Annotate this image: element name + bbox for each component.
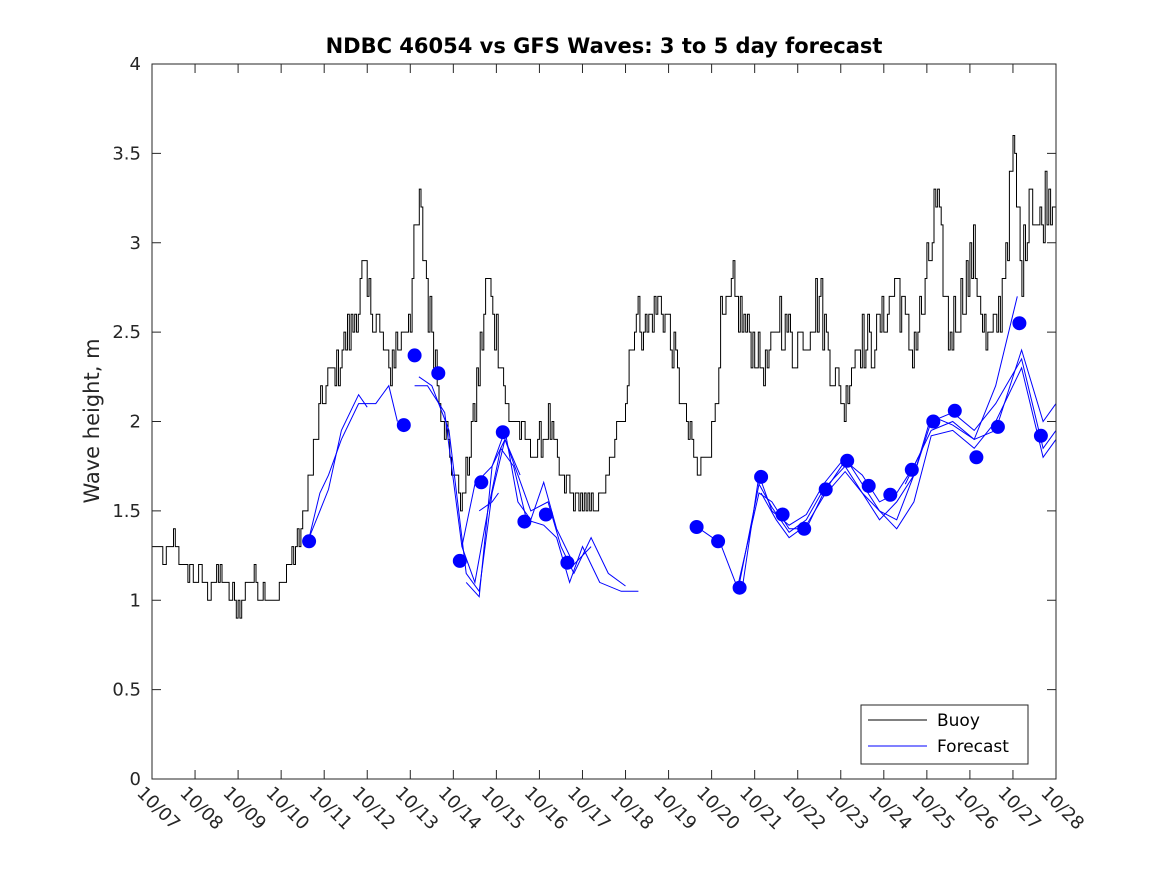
x-tick-label: 10/24	[864, 783, 916, 835]
legend: Buoy Forecast	[860, 704, 1029, 765]
forecast-marker	[947, 403, 962, 418]
forecast-marker	[396, 418, 411, 433]
y-axis: 0 0.5 1 1.5 2 2.5 3 3.5 4	[112, 54, 1056, 790]
forecast-line	[306, 393, 368, 544]
forecast-marker	[1012, 316, 1027, 331]
forecast-line	[414, 385, 639, 592]
x-tick-label: 10/22	[778, 783, 830, 835]
x-tick-label: 10/20	[692, 783, 744, 835]
forecast-series	[306, 296, 1057, 598]
legend-forecast-label: Forecast	[937, 737, 1009, 757]
x-tick-label: 10/11	[305, 783, 357, 835]
y-axis-label: Wave height, m	[80, 338, 104, 503]
forecast-marker	[904, 462, 919, 477]
forecast-line	[694, 348, 1057, 590]
x-tick-label: 10/28	[1036, 783, 1088, 835]
x-tick-label: 10/27	[993, 783, 1045, 835]
forecast-marker	[883, 487, 898, 502]
legend-box	[860, 704, 1029, 765]
forecast-marker	[861, 478, 876, 493]
buoy-series	[152, 135, 1057, 619]
x-tick-label: 10/21	[735, 783, 787, 835]
x-tick-label: 10/12	[348, 783, 400, 835]
forecast-line	[478, 492, 499, 512]
forecast-marker	[431, 366, 446, 381]
forecast-marker	[711, 534, 726, 549]
y-tick-label: 4	[130, 54, 141, 75]
forecast-marker	[302, 534, 317, 549]
x-tick-label: 10/19	[649, 783, 701, 835]
forecast-marker	[689, 520, 704, 534]
y-tick-label: 0	[130, 769, 141, 790]
forecast-line	[306, 384, 398, 547]
x-tick-label: 10/09	[219, 783, 271, 835]
forecast-marker	[775, 507, 790, 522]
y-tick-label: 3	[130, 233, 141, 254]
y-tick-label: 2.5	[112, 322, 141, 343]
x-tick-label: 10/15	[477, 783, 529, 835]
legend-buoy-label: Buoy	[937, 711, 980, 731]
forecast-markers	[302, 316, 1048, 595]
x-tick-label: 10/17	[563, 783, 615, 835]
forecast-marker	[495, 425, 510, 440]
forecast-marker	[474, 475, 489, 490]
x-tick-label: 10/08	[176, 783, 228, 835]
plot-area-frame	[151, 63, 1057, 780]
forecast-line	[741, 296, 1018, 592]
forecast-marker	[560, 555, 575, 570]
x-tick-label: 10/13	[391, 783, 443, 835]
x-tick-label: 10/18	[606, 783, 658, 835]
y-tick-label: 3.5	[112, 143, 141, 164]
x-tick-label: 10/07	[132, 783, 184, 835]
y-tick-label: 1	[130, 590, 141, 611]
forecast-line	[739, 357, 1057, 583]
x-tick-label: 10/14	[434, 783, 486, 835]
forecast-line	[465, 428, 592, 598]
forecast-line	[760, 366, 1057, 539]
forecast-marker	[754, 469, 769, 484]
x-tick-label: 10/10	[262, 783, 314, 835]
forecast-marker	[840, 453, 855, 468]
forecast-line	[461, 438, 521, 547]
forecast-marker	[407, 348, 422, 363]
forecast-line	[418, 376, 626, 593]
x-tick-label: 10/16	[520, 783, 572, 835]
chart-title: NDBC 46054 vs GFS Waves: 3 to 5 day fore…	[326, 34, 883, 58]
forecast-marker	[538, 507, 553, 522]
x-tick-label: 10/25	[907, 783, 959, 835]
forecast-marker	[517, 514, 532, 529]
forecast-marker	[818, 482, 833, 497]
x-tick-label: 10/23	[821, 783, 873, 835]
y-tick-label: 2	[130, 412, 141, 433]
y-tick-label: 1.5	[112, 501, 141, 522]
buoy-line	[152, 135, 1057, 619]
x-tick-label: 10/26	[950, 783, 1002, 835]
y-tick-label: 0.5	[112, 680, 141, 701]
forecast-marker	[990, 419, 1005, 434]
forecast-marker	[797, 521, 812, 536]
forecast-marker	[926, 414, 941, 429]
forecast-marker	[969, 450, 984, 465]
forecast-marker	[732, 580, 747, 595]
forecast-marker	[1033, 428, 1048, 443]
forecast-marker	[452, 553, 467, 568]
